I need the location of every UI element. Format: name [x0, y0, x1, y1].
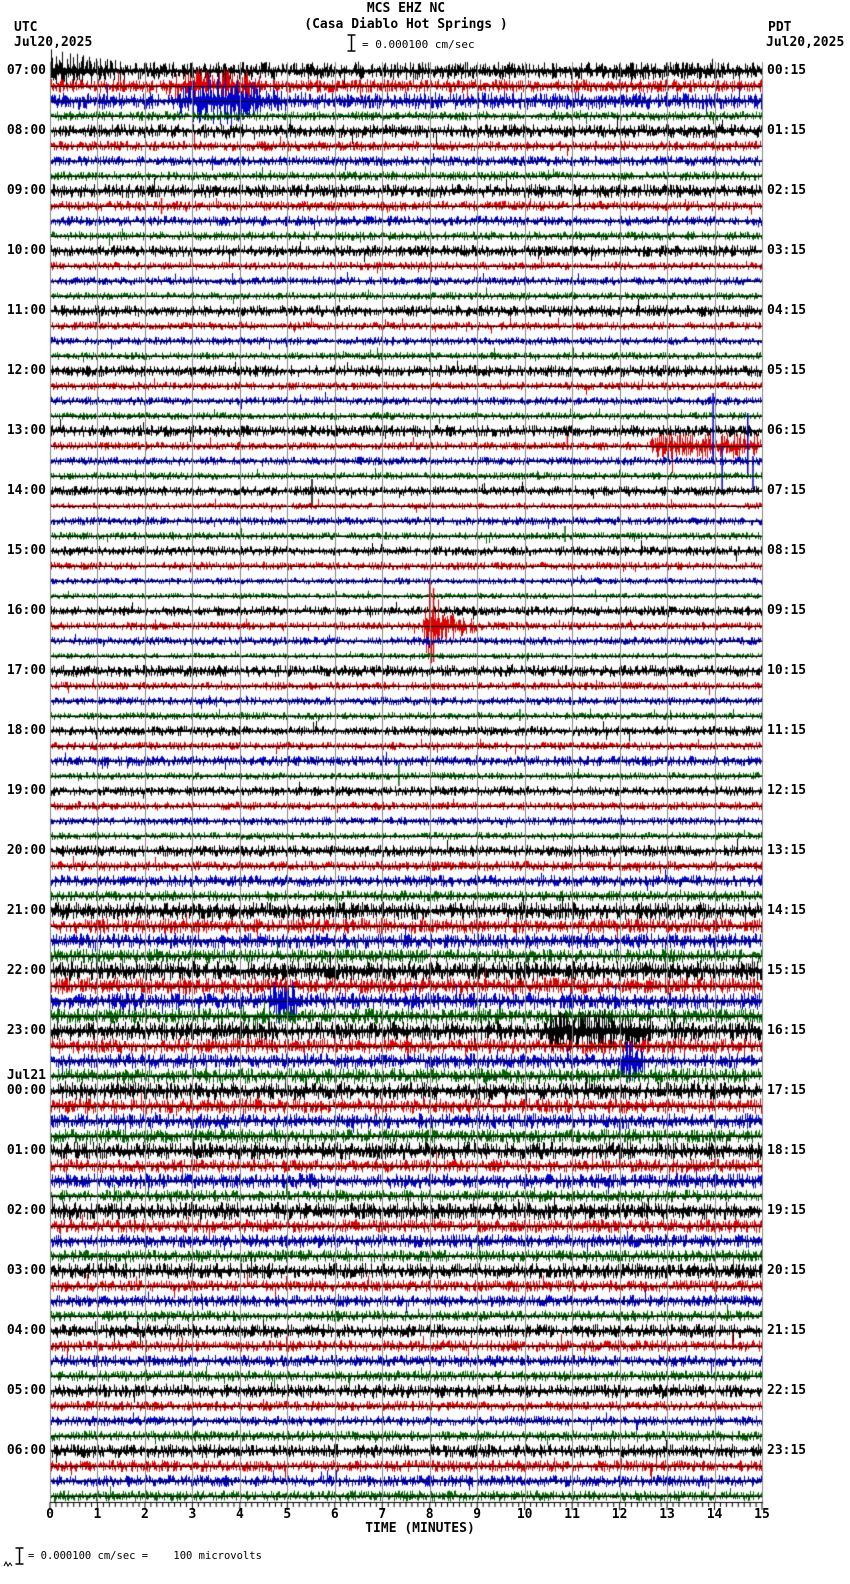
utc-hour-label: 15:00: [6, 543, 46, 558]
utc-hour-label: 11:00: [6, 303, 46, 318]
minute-tick-label: 3: [188, 1507, 197, 1522]
minute-tick-label: 4: [235, 1507, 244, 1522]
pdt-hour-label: 18:15: [767, 1143, 807, 1158]
axis-title: TIME (MINUTES): [365, 1521, 475, 1536]
minute-tick-label: 0: [46, 1507, 54, 1522]
utc-hour-label: 17:00: [6, 663, 46, 678]
pdt-hour-label: 17:15: [767, 1083, 807, 1098]
minute-tick-label: 14: [706, 1507, 723, 1522]
wiggle-icon: [3, 1553, 13, 1572]
pdt-hour-label: 07:15: [767, 483, 807, 498]
page-title: MCS EHZ NC: [366, 1, 446, 16]
utc-hour-label: 03:00: [6, 1263, 46, 1278]
minute-tick-label: 15: [754, 1507, 770, 1522]
pdt-hour-label: 20:15: [767, 1263, 807, 1278]
pdt-hour-label: 19:15: [767, 1203, 807, 1218]
minute-tick-label: 6: [330, 1507, 339, 1522]
utc-hour-label: 23:00: [6, 1023, 46, 1038]
utc-date-label: Jul21: [6, 1068, 46, 1083]
pdt-hour-label: 11:15: [767, 723, 807, 738]
pdt-hour-label: 00:15: [767, 63, 807, 78]
utc-hour-label: 13:00: [6, 423, 46, 438]
utc-hour-label: 08:00: [6, 123, 46, 138]
utc-hour-label: 16:00: [6, 603, 46, 618]
utc-hour-label: 12:00: [6, 363, 46, 378]
minute-tick-label: 7: [378, 1507, 387, 1522]
utc-hour-label: 19:00: [6, 783, 46, 798]
pdt-hour-label: 04:15: [767, 303, 807, 318]
utc-hour-label: 09:00: [6, 183, 46, 198]
right-timezone: PDT: [768, 20, 792, 35]
pdt-hour-label: 06:15: [767, 423, 807, 438]
utc-hour-label: 10:00: [6, 243, 46, 258]
left-date: Jul20,2025: [14, 35, 93, 50]
pdt-hour-label: 08:15: [767, 543, 807, 558]
utc-hour-label: 20:00: [6, 843, 46, 858]
utc-hour-label: 21:00: [6, 903, 46, 918]
minute-tick-label: 13: [659, 1507, 675, 1522]
utc-hour-label: 18:00: [6, 723, 46, 738]
pdt-hour-label: 10:15: [767, 663, 807, 678]
utc-hour-label: 02:00: [6, 1203, 46, 1218]
pdt-hour-label: 22:15: [767, 1383, 807, 1398]
utc-hour-label: 01:00: [6, 1143, 46, 1158]
pdt-hour-label: 12:15: [767, 783, 807, 798]
utc-hour-label: 07:00: [6, 63, 46, 78]
pdt-hour-label: 23:15: [767, 1443, 807, 1458]
scale-label: = 0.000100 cm/sec: [362, 38, 475, 51]
minute-tick-label: 12: [611, 1507, 628, 1522]
utc-hour-label: 04:00: [6, 1323, 46, 1338]
page-subtitle: (Casa Diablo Hot Springs ): [304, 17, 508, 32]
pdt-hour-label: 15:15: [767, 963, 807, 978]
scale-bar-icon: [346, 33, 357, 57]
pdt-hour-label: 05:15: [767, 363, 807, 378]
utc-hour-label: 06:00: [6, 1443, 46, 1458]
minute-tick-label: 2: [141, 1507, 149, 1522]
footer-scale-bar-icon: [14, 1546, 25, 1570]
right-date: Jul20,2025: [766, 35, 845, 50]
minute-tick-label: 11: [564, 1507, 580, 1522]
minute-tick-label: 5: [283, 1507, 292, 1522]
utc-hour-label: 22:00: [6, 963, 46, 978]
pdt-hour-label: 21:15: [767, 1323, 807, 1338]
minute-tick-label: 10: [516, 1507, 533, 1522]
pdt-hour-label: 01:15: [767, 123, 807, 138]
footer-note: = 0.000100 cm/sec = 100 microvolts: [28, 1550, 262, 1562]
pdt-hour-label: 09:15: [767, 603, 807, 618]
pdt-hour-label: 13:15: [767, 843, 807, 858]
minute-tick-label: 1: [93, 1507, 102, 1522]
minute-tick-label: 9: [473, 1507, 482, 1522]
utc-hour-label: 05:00: [6, 1383, 46, 1398]
left-timezone: UTC: [14, 20, 38, 35]
utc-hour-label: 14:00: [6, 483, 46, 498]
pdt-hour-label: 03:15: [767, 243, 807, 258]
minute-tick-label: 8: [425, 1507, 434, 1522]
utc-hour-label: 00:00: [6, 1083, 46, 1098]
pdt-hour-label: 02:15: [767, 183, 807, 198]
pdt-hour-label: 16:15: [767, 1023, 807, 1038]
pdt-hour-label: 14:15: [767, 903, 807, 918]
